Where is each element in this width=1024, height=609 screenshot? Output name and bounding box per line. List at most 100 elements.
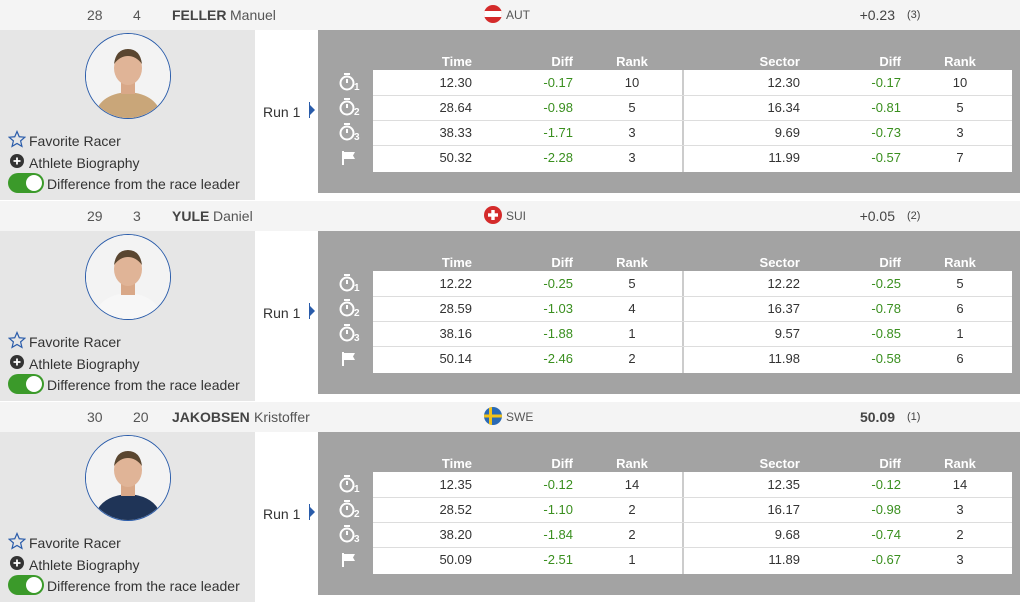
athlete-biography[interactable]: Athlete Biography xyxy=(29,557,140,573)
bio-icon[interactable] xyxy=(10,355,24,369)
split-cell: 1 xyxy=(628,326,636,341)
split-cell: -1.88 xyxy=(543,326,573,341)
splits-table xyxy=(373,472,1012,574)
bio-icon[interactable] xyxy=(10,154,24,168)
split-cell: 6 xyxy=(956,301,964,316)
column-header: Time xyxy=(441,255,472,270)
toggle[interactable] xyxy=(8,374,44,394)
split-icon xyxy=(339,475,355,493)
split-cell: -1.71 xyxy=(543,125,573,140)
split-cell: 1 xyxy=(628,552,636,567)
split-cell: -1.10 xyxy=(543,502,573,517)
split-cell: 12.22 xyxy=(439,276,472,291)
split-cell: 9.57 xyxy=(774,326,800,341)
difference-toggle-label[interactable]: Difference from the race leader xyxy=(47,377,240,393)
split-cell: 38.33 xyxy=(439,125,472,140)
run-label: Run 1 xyxy=(263,104,301,120)
split-cell: -0.12 xyxy=(543,477,573,492)
toggle[interactable] xyxy=(8,575,44,595)
split-cell: 9.69 xyxy=(774,125,800,140)
split-cell: 3 xyxy=(956,125,964,140)
split-cell: -0.57 xyxy=(871,150,901,165)
split-icon xyxy=(339,525,355,543)
favorite-icon[interactable] xyxy=(7,330,27,349)
split-icon xyxy=(339,500,355,518)
split-cell: 28.59 xyxy=(439,301,472,316)
run-column xyxy=(255,231,318,401)
split-number: 3 xyxy=(354,534,360,545)
avatar xyxy=(85,435,171,521)
split-cell: 6 xyxy=(956,351,964,366)
difference-toggle-label[interactable]: Difference from the race leader xyxy=(47,176,240,192)
split-cell: 38.20 xyxy=(439,527,472,542)
split-cell: -0.25 xyxy=(871,276,901,291)
difference-toggle-label[interactable]: Difference from the race leader xyxy=(47,578,240,594)
column-header: Rank xyxy=(944,54,976,69)
athlete-biography[interactable]: Athlete Biography xyxy=(29,356,140,372)
split-cell: 10 xyxy=(624,75,640,90)
split-number: 1 xyxy=(354,82,360,93)
split-cell: 12.35 xyxy=(439,477,472,492)
split-cell: 50.14 xyxy=(439,351,472,366)
toggle[interactable] xyxy=(8,173,44,193)
split-cell: 5 xyxy=(956,100,964,115)
split-cell: -0.98 xyxy=(871,502,901,517)
athlete-biography[interactable]: Athlete Biography xyxy=(29,155,140,171)
result: +0.05 xyxy=(859,208,895,224)
split-cell: 10 xyxy=(952,75,968,90)
favorite-icon[interactable] xyxy=(7,129,27,148)
split-icon xyxy=(339,274,355,292)
split-number: 1 xyxy=(354,484,360,495)
split-cell: -0.25 xyxy=(543,276,573,291)
favorite-icon[interactable] xyxy=(7,531,27,550)
splits-table xyxy=(373,70,1012,172)
nation: SWE xyxy=(506,410,534,424)
split-cell: 5 xyxy=(956,276,964,291)
split-cell: -0.85 xyxy=(871,326,901,341)
result: 50.09 xyxy=(859,409,895,425)
split-cell: 38.16 xyxy=(439,326,472,341)
split-cell: -2.51 xyxy=(543,552,573,567)
flag-icon xyxy=(484,407,502,430)
split-icon xyxy=(339,299,355,317)
favorite-racer[interactable]: Favorite Racer xyxy=(29,133,121,149)
position: 30 xyxy=(87,409,103,425)
split-cell: -2.28 xyxy=(543,150,573,165)
split-cell: 3 xyxy=(628,125,636,140)
split-cell: -0.67 xyxy=(871,552,901,567)
split-number: 2 xyxy=(354,509,360,520)
favorite-racer[interactable]: Favorite Racer xyxy=(29,334,121,350)
column-header: Diff xyxy=(551,456,573,471)
split-number: 2 xyxy=(354,308,360,319)
split-cell: -0.98 xyxy=(543,100,573,115)
split-cell: -1.03 xyxy=(543,301,573,316)
split-cell: -2.46 xyxy=(543,351,573,366)
split-cell: 3 xyxy=(628,150,636,165)
split-cell: 12.30 xyxy=(767,75,800,90)
row-divider xyxy=(373,346,1012,347)
split-cell: 5 xyxy=(628,276,636,291)
split-icon xyxy=(339,123,355,141)
column-header: Diff xyxy=(551,255,573,270)
run-label: Run 1 xyxy=(263,305,301,321)
row-divider xyxy=(373,95,1012,96)
run-column xyxy=(255,432,318,602)
racer-header xyxy=(0,402,1020,432)
favorite-racer[interactable]: Favorite Racer xyxy=(29,535,121,551)
result-rank: (1) xyxy=(907,411,921,423)
split-cell: 50.32 xyxy=(439,150,472,165)
column-header: Rank xyxy=(944,255,976,270)
split-cell: -0.81 xyxy=(871,100,901,115)
column-header: Rank xyxy=(616,456,648,471)
split-cell: 3 xyxy=(956,552,964,567)
bio-icon[interactable] xyxy=(10,556,24,570)
bib: 4 xyxy=(133,7,141,23)
split-number: 1 xyxy=(354,283,360,294)
split-cell: 2 xyxy=(628,502,636,517)
flag xyxy=(484,206,502,224)
split-cell: 4 xyxy=(628,301,636,316)
result: +0.23 xyxy=(859,7,895,23)
column-header: Time xyxy=(441,456,472,471)
split-cell: -0.12 xyxy=(871,477,901,492)
finish-icon xyxy=(341,552,357,568)
